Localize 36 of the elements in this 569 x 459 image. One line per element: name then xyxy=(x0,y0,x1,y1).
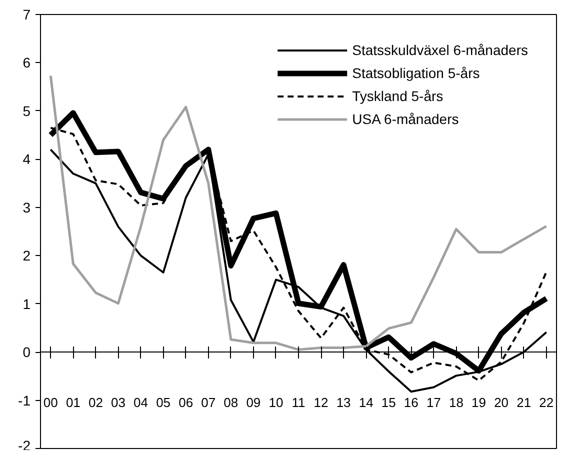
y-tick-label: 3 xyxy=(22,199,31,216)
y-tick-label: 5 xyxy=(22,102,31,119)
legend-label: USA 6-månaders xyxy=(352,111,459,127)
x-tick-label: 14 xyxy=(358,395,374,410)
x-tick-label: 08 xyxy=(224,395,238,410)
x-tick-label: 04 xyxy=(134,395,148,410)
x-tick-label: 17 xyxy=(426,395,441,410)
x-tick-label: 07 xyxy=(201,395,216,410)
x-tick-label: 03 xyxy=(111,395,126,410)
x-tick-label: 22 xyxy=(539,395,554,410)
legend-label: Statsobligation 5-års xyxy=(352,65,480,81)
y-tick-label: 4 xyxy=(22,151,31,168)
x-tick-label: 09 xyxy=(246,395,261,410)
x-tick-label: 15 xyxy=(381,395,396,410)
x-tick-label: 01 xyxy=(66,395,80,410)
y-tick-label: -1 xyxy=(18,392,31,408)
x-tick-label: 02 xyxy=(88,395,103,410)
x-tick-label: 20 xyxy=(494,395,509,410)
legend-label: Tyskland 5-års xyxy=(352,88,444,104)
x-tick-label: 19 xyxy=(472,395,486,410)
y-tick-label: 0 xyxy=(22,344,31,360)
x-tick-label: 11 xyxy=(292,395,306,410)
x-tick-label: 18 xyxy=(449,395,464,410)
x-tick-label: 05 xyxy=(156,395,171,410)
x-tick-label: 10 xyxy=(268,395,284,410)
x-tick-label: 13 xyxy=(336,395,351,410)
x-tick-label: 06 xyxy=(178,395,194,410)
y-tick-label: 7 xyxy=(22,6,31,22)
x-tick-label: 12 xyxy=(314,395,328,410)
x-tick-label: 16 xyxy=(404,395,418,410)
x-tick-label: 21 xyxy=(516,395,532,410)
y-tick-label: 1 xyxy=(22,296,31,312)
y-tick-label: 2 xyxy=(22,248,31,264)
x-tick-label: 00 xyxy=(43,395,58,410)
y-tick-label: 6 xyxy=(22,54,31,71)
legend-label: Statsskuldväxel 6-månaders xyxy=(352,42,528,58)
